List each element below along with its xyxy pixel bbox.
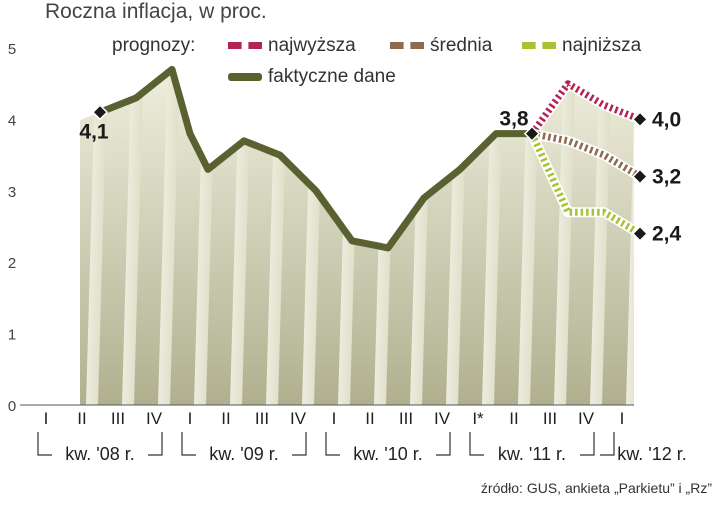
- y-tick-label: 0: [8, 398, 16, 415]
- endpoint-marker: [631, 225, 649, 242]
- quarter-stripe: [122, 69, 144, 405]
- legend-item-actual: faktyczne dane: [228, 66, 396, 88]
- x-tick-label: I: [44, 409, 49, 428]
- quarter-stripe: [158, 69, 180, 405]
- quarter-stripe: [86, 69, 108, 405]
- legend-label-average: średnia: [430, 35, 493, 56]
- legend-label-actual: faktyczne dane: [268, 66, 396, 87]
- y-tick-label: 1: [8, 327, 16, 344]
- series-line-highest: [529, 80, 642, 136]
- year-group-label: kw. '10 r.: [353, 444, 422, 464]
- year-bracket-right: [292, 432, 307, 456]
- x-tick-label: II: [509, 409, 518, 428]
- data-label: 3,2: [652, 166, 681, 189]
- year-group-label: kw. '12 r.: [617, 444, 686, 464]
- year-bracket-left: [37, 432, 52, 456]
- year-group-label: kw. '11 r.: [498, 444, 566, 464]
- x-tick-label: IV: [290, 409, 307, 428]
- x-tick-label: I: [620, 409, 625, 428]
- data-label: 3,8: [499, 108, 529, 131]
- legend-swatch-highest: [228, 42, 262, 50]
- year-bracket-left: [600, 432, 615, 456]
- legend-item-highest: najwyższa: [228, 35, 356, 57]
- year-bracket-right: [436, 432, 451, 456]
- y-tick-label: 2: [8, 255, 16, 272]
- x-tick-label: III: [255, 409, 269, 428]
- quarter-stripe: [50, 48, 72, 405]
- x-tick-label: I*: [472, 409, 484, 428]
- series-line-lowest: [528, 132, 642, 237]
- legend-item-average: średnia: [390, 35, 492, 57]
- y-tick-label: 5: [8, 41, 16, 58]
- year-bracket-left: [325, 432, 340, 456]
- legend-swatch-actual: [228, 72, 262, 81]
- year-group-label: kw. '09 r.: [209, 444, 278, 464]
- endpoint-marker: [631, 111, 649, 128]
- x-tick-label: IV: [578, 409, 595, 428]
- legend-label-highest: najwyższa: [268, 35, 356, 56]
- chart-source: źródło: GUS, ankieta „Parkietu” i „Rz”: [480, 480, 712, 496]
- endpoint-marker: [631, 168, 649, 185]
- quarter-stripe: [590, 69, 612, 405]
- year-bracket-left: [469, 432, 484, 456]
- chart-title: Roczna inflacja, w proc.: [45, 0, 267, 23]
- x-tick-label: II: [365, 409, 374, 428]
- quarter-stripe: [482, 69, 504, 405]
- series-line-actual: [96, 65, 536, 252]
- y-tick-label: 3: [8, 184, 16, 201]
- x-tick-label: IV: [434, 409, 451, 428]
- x-tick-label: III: [543, 409, 557, 428]
- data-label: 4,0: [652, 108, 681, 131]
- year-bracket-left: [181, 432, 196, 456]
- legend-prefix: prognozy:: [112, 35, 196, 56]
- x-tick-label: II: [77, 409, 86, 428]
- y-tick-label: 4: [8, 112, 16, 129]
- data-label: 4,1: [79, 120, 109, 143]
- x-tick-label: I: [332, 409, 337, 428]
- legend-label-lowest: najniższa: [562, 35, 642, 56]
- x-tick-label: III: [399, 409, 413, 428]
- x-tick-label: I: [188, 409, 193, 428]
- data-label: 2,4: [652, 223, 682, 246]
- year-bracket-right: [148, 432, 163, 456]
- year-group-label: kw. '08 r.: [65, 444, 134, 464]
- legend-swatch-lowest: [522, 42, 556, 50]
- x-tick-label: III: [111, 409, 125, 428]
- series-line-average: [531, 130, 642, 180]
- endpoint-marker: [91, 104, 109, 121]
- legend-swatch-average: [390, 42, 424, 50]
- legend-item-lowest: najniższa: [522, 35, 641, 57]
- year-bracket-right: [580, 432, 595, 456]
- endpoint-marker: [523, 125, 541, 142]
- x-tick-label: IV: [146, 409, 163, 428]
- x-tick-label: II: [221, 409, 230, 428]
